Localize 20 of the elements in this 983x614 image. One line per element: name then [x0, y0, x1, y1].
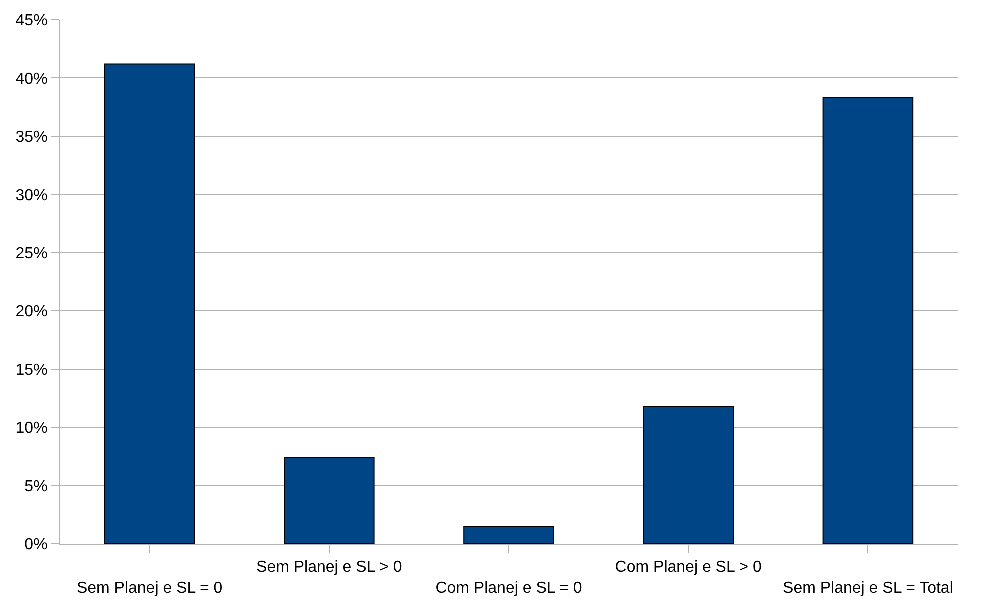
bar [284, 457, 375, 544]
y-tick-label: 5% [24, 478, 48, 496]
bar [464, 526, 554, 544]
y-tick-label: 45% [16, 12, 48, 30]
x-tick-label: Com Planej e SL > 0 [615, 559, 762, 576]
y-tick-label: 35% [16, 129, 48, 146]
y-tick-label: 10% [16, 420, 48, 438]
y-tick-label: 30% [16, 187, 48, 204]
bar [104, 64, 196, 544]
x-tick-label: Sem Planej e SL = 0 [76, 580, 223, 597]
y-tick-label: 15% [16, 362, 48, 379]
x-tick-label: Sem Planej e SL > 0 [256, 559, 402, 576]
bar [822, 98, 914, 544]
y-tick-label: 0% [24, 536, 48, 554]
x-tick-label: Com Planej e SL = 0 [436, 580, 582, 597]
y-tick-label: 25% [16, 245, 48, 262]
y-tick-label: 40% [16, 70, 48, 88]
bar [643, 406, 734, 544]
y-tick-label: 20% [16, 304, 48, 321]
x-tick-label: Sem Planej e SL = Total [783, 580, 954, 597]
